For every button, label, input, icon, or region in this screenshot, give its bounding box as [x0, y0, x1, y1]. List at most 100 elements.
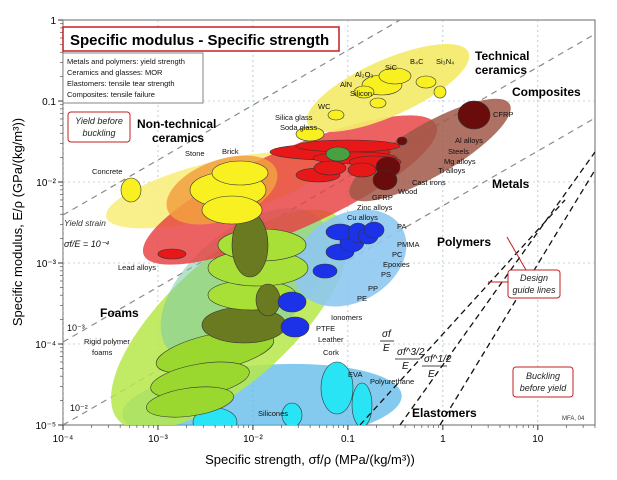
label-silicones: Silicones	[258, 409, 288, 418]
label-pa: PA	[397, 222, 406, 231]
label-b4c: B₄C	[410, 57, 424, 66]
yield-before-buckling-box	[67, 111, 131, 143]
label-brick: Brick	[222, 147, 239, 156]
label-stone: Stone	[185, 149, 205, 158]
label-pe: PE	[357, 294, 367, 303]
strain-1e2-label: 10⁻²	[70, 403, 88, 413]
buckling-before-yield-1: Buckling	[526, 371, 560, 381]
guide-3-num: σf^1/2	[424, 354, 452, 365]
guide-1-den: E	[383, 343, 390, 354]
bubble-sic	[378, 67, 412, 85]
label-soda-glass: Soda glass	[280, 123, 317, 132]
note-2: Ceramics and glasses: MOR	[67, 68, 163, 77]
guide-line-1	[359, 199, 566, 425]
y-tick-label: 10⁻²	[36, 178, 56, 189]
x-tick-label: 10⁻³	[148, 434, 168, 445]
x-axis-label: Specific strength, σf/ρ (MPa/(kg/m³))	[205, 452, 415, 467]
label-rigid-polymer-foams-1: Rigid polymer	[84, 337, 130, 346]
x-axis: 10⁻⁴ 10⁻³ 10⁻² 0.1 1 10	[53, 425, 596, 445]
label-cast-irons: Cast irons	[412, 178, 446, 187]
guide-3-den: E	[428, 369, 435, 380]
material-labels: Al₂O₃ SiC B₄C Si₃N₄ AlN Silicon WC Silic…	[84, 57, 513, 418]
label-rigid-polymer-foams-2: foams	[92, 348, 113, 357]
x-tick-label: 10⁻²	[243, 434, 263, 445]
yield-before-buckling-1: Yield before	[75, 116, 123, 126]
bubble-wc	[327, 109, 345, 121]
label-al2o3: Al₂O₃	[355, 70, 373, 79]
label-leather: Leather	[318, 335, 344, 344]
strain-1e3-label: 10⁻³	[67, 323, 85, 333]
note-3: Elastomers: tensile tear strength	[67, 79, 175, 88]
label-silicon: Silicon	[350, 89, 372, 98]
bubble-pe	[312, 263, 338, 279]
label-aln: AlN	[340, 80, 352, 89]
y-tick-label: 0.1	[42, 97, 56, 108]
label-steels: Steels	[448, 147, 469, 156]
bubble-lead-alloys	[157, 248, 187, 260]
label-composites: Composites	[512, 85, 581, 99]
bubble-composite-small	[396, 136, 408, 146]
label-eva: EVA	[348, 370, 362, 379]
x-tick-label: 10⁻⁴	[53, 434, 74, 445]
label-nontechnical-ceramics-1: Non-technical	[137, 117, 216, 131]
strain-line-1e-3	[63, 33, 595, 343]
label-lead-alloys: Lead alloys	[118, 263, 156, 272]
bubble-brick	[211, 160, 269, 186]
y-tick-label: 10⁻⁵	[35, 421, 56, 432]
y-axis: 10⁻⁵ 10⁻⁴ 10⁻³ 10⁻² 0.1 1	[35, 16, 63, 432]
bubble-zinc-alloys	[313, 160, 347, 176]
label-wc: WC	[318, 102, 331, 111]
label-cu-alloys: Cu alloys	[347, 213, 378, 222]
label-polymers: Polymers	[437, 235, 491, 249]
bubble-leather	[255, 283, 281, 317]
title-box	[62, 26, 340, 52]
x-tick-label: 1	[440, 434, 446, 445]
bubble-gfrp	[372, 169, 398, 191]
label-technical-ceramics-1: Technical	[475, 49, 529, 63]
buckling-before-yield-box	[512, 366, 574, 398]
bubble-rigid-foam-3	[146, 386, 234, 418]
label-pc: PC	[392, 250, 403, 259]
buckling-before-yield-2: before yield	[520, 383, 568, 393]
guide-line-2	[399, 151, 595, 425]
bubble-cast-irons	[347, 162, 377, 178]
design-guide-lines	[359, 151, 595, 425]
label-technical-ceramics-2: ceramics	[475, 63, 527, 77]
design-guide-2: guide lines	[512, 285, 556, 295]
guide-2-den: E	[402, 361, 409, 372]
bubble-pa	[363, 221, 385, 239]
label-wood: Wood	[398, 187, 417, 196]
material-bubbles	[120, 67, 491, 425]
label-ionomers: Ionomers	[331, 313, 363, 322]
note-4: Composites: tensile failure	[67, 90, 155, 99]
strain-line-1e-4	[63, 20, 401, 216]
yield-before-buckling-2: buckling	[82, 128, 115, 138]
label-gfrp: GFRP	[372, 193, 393, 202]
yield-strain-ratio: σf/E = 10⁻⁴	[64, 239, 109, 249]
design-guide-arrow	[506, 236, 527, 271]
y-tick-label: 1	[50, 16, 56, 27]
design-guide-1: Design	[520, 273, 548, 283]
y-tick-label: 10⁻³	[36, 259, 56, 270]
notes-box	[62, 52, 204, 104]
label-polyurethane: Polyurethane	[370, 377, 414, 386]
guide-1-num: σf	[382, 329, 392, 340]
label-pp: PP	[368, 284, 378, 293]
label-ti-alloys: Ti alloys	[438, 166, 465, 175]
label-ptfe: PTFE	[316, 324, 335, 333]
y-tick-label: 10⁻⁴	[35, 340, 56, 351]
guide-2-num: σf^3/2	[397, 347, 425, 358]
label-ps: PS	[381, 270, 391, 279]
label-si3n4: Si₃N₄	[436, 57, 454, 66]
yield-strain-label: Yield strain	[64, 218, 106, 228]
bubble-elastomer-small	[281, 402, 303, 425]
bubble-metals-green	[325, 146, 351, 162]
bubble-concrete	[120, 177, 142, 203]
label-zinc-alloys: Zinc alloys	[357, 203, 393, 212]
label-foams: Foams	[100, 306, 139, 320]
credit: MFA, 04	[562, 416, 585, 422]
y-axis-label: Specific modulus, E/ρ (GPa/(kg/m³))	[10, 118, 25, 326]
label-cfrp: CFRP	[493, 110, 513, 119]
